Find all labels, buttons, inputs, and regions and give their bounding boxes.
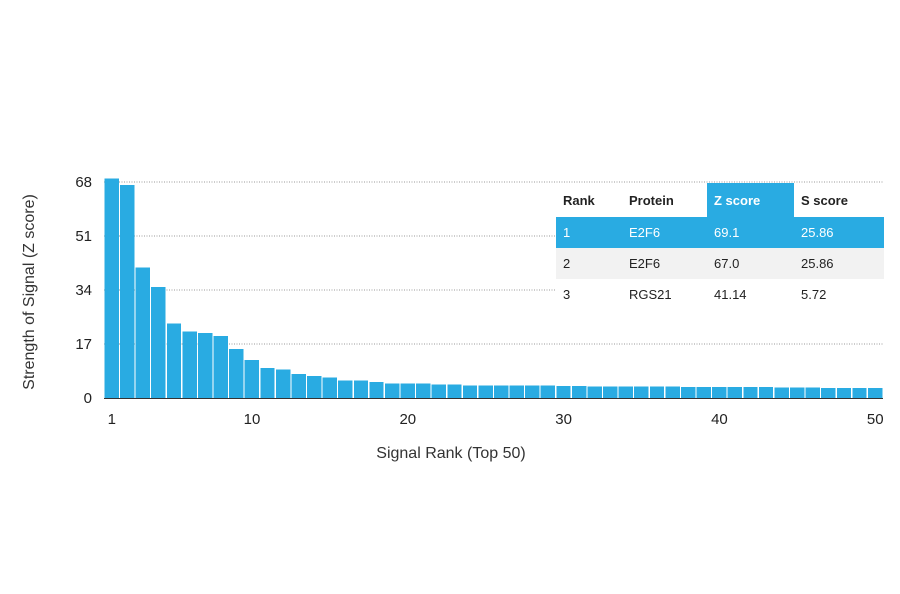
bar-rank-14 bbox=[307, 375, 322, 398]
x-tick-label-50: 50 bbox=[867, 411, 884, 428]
y-axis-title: Strength of Signal (Z score) bbox=[21, 194, 38, 390]
table-cell-r3-c4: 5.72 bbox=[801, 287, 826, 302]
y-tick-label-34: 34 bbox=[75, 282, 92, 299]
table-cell-r2-c1: 2 bbox=[563, 256, 570, 271]
bar-rank-42 bbox=[743, 387, 758, 398]
bar-rank-32 bbox=[587, 386, 602, 398]
table-row-1-bg bbox=[556, 217, 884, 248]
table-header-protein: Protein bbox=[629, 193, 674, 208]
bar-rank-38 bbox=[680, 386, 696, 398]
x-tick-label-10: 10 bbox=[244, 411, 261, 428]
bar-rank-16 bbox=[338, 380, 353, 398]
bar-rank-6 bbox=[182, 331, 197, 398]
bar-rank-21 bbox=[416, 383, 431, 398]
bar-rank-49 bbox=[852, 387, 867, 398]
bar-rank-25 bbox=[478, 385, 493, 398]
bar-rank-22 bbox=[431, 384, 447, 398]
table-cell-r2-c3: 67.0 bbox=[714, 256, 739, 271]
y-tick-label-51: 51 bbox=[75, 228, 92, 245]
bar-rank-50 bbox=[867, 388, 883, 398]
bar-rank-3 bbox=[135, 267, 151, 398]
bar-rank-9 bbox=[229, 348, 244, 398]
table-cell-r1-c4: 25.86 bbox=[801, 225, 834, 240]
bar-rank-13 bbox=[291, 374, 306, 398]
bar-rank-24 bbox=[462, 385, 478, 398]
x-tick-label-40: 40 bbox=[711, 411, 728, 428]
table-row-2-bg bbox=[556, 248, 884, 279]
table-header-s-score: S score bbox=[801, 193, 848, 208]
bar-rank-23 bbox=[447, 384, 462, 398]
y-tick-label-17: 17 bbox=[75, 336, 92, 353]
x-tick-label-30: 30 bbox=[555, 411, 572, 428]
x-axis-title: Signal Rank (Top 50) bbox=[376, 445, 525, 462]
table-cell-r1-c2: E2F6 bbox=[629, 225, 660, 240]
table-header-z-score: Z score bbox=[714, 193, 760, 208]
table-cell-r1-c1: 1 bbox=[563, 225, 570, 240]
bar-rank-5 bbox=[166, 323, 182, 398]
bar-rank-31 bbox=[571, 385, 587, 398]
bars-layer bbox=[104, 178, 883, 398]
x-tick-label-1: 1 bbox=[108, 411, 116, 428]
bar-rank-7 bbox=[197, 332, 213, 398]
bar-rank-40 bbox=[712, 386, 727, 398]
bar-rank-37 bbox=[665, 386, 680, 398]
bar-rank-36 bbox=[649, 386, 665, 398]
bar-rank-18 bbox=[369, 382, 384, 398]
bar-rank-19 bbox=[384, 383, 400, 398]
bar-rank-27 bbox=[509, 385, 524, 398]
bar-rank-4 bbox=[151, 286, 166, 398]
table-cell-r3-c1: 3 bbox=[563, 287, 570, 302]
y-tick-label-0: 0 bbox=[84, 390, 92, 407]
bar-rank-28 bbox=[525, 385, 540, 398]
x-tick-label-20: 20 bbox=[399, 411, 416, 428]
bar-rank-20 bbox=[400, 383, 415, 398]
bar-rank-30 bbox=[556, 385, 571, 398]
table-row-3-bg bbox=[556, 279, 884, 310]
bar-rank-41 bbox=[727, 387, 743, 398]
table-cell-r2-c4: 25.86 bbox=[801, 256, 834, 271]
bar-rank-11 bbox=[260, 367, 275, 398]
bar-rank-47 bbox=[821, 387, 836, 398]
table-header-rank: Rank bbox=[563, 193, 596, 208]
bar-rank-15 bbox=[322, 377, 337, 398]
bar-rank-43 bbox=[758, 387, 774, 398]
bar-rank-8 bbox=[213, 336, 228, 398]
bar-rank-17 bbox=[353, 380, 369, 398]
bar-rank-34 bbox=[618, 386, 634, 398]
table-cell-r3-c2: RGS21 bbox=[629, 287, 672, 302]
bar-rank-39 bbox=[696, 386, 711, 398]
bar-rank-45 bbox=[790, 387, 805, 398]
bar-rank-29 bbox=[540, 385, 556, 398]
table-cell-r3-c3: 41.14 bbox=[714, 287, 747, 302]
y-tick-label-68: 68 bbox=[75, 174, 92, 191]
bar-rank-12 bbox=[275, 369, 291, 398]
score-table: Rank Protein Z score S score 1 E2F6 69.1 25.86 2… bbox=[556, 183, 884, 314]
bar-rank-33 bbox=[603, 386, 618, 398]
table-cell-r2-c2: E2F6 bbox=[629, 256, 660, 271]
bar-rank-35 bbox=[634, 386, 649, 398]
bar-rank-2 bbox=[120, 185, 135, 398]
table-cell-r1-c3: 69.1 bbox=[714, 225, 739, 240]
bar-rank-48 bbox=[836, 387, 852, 398]
axis-layer: 0 17 34 51 68 1 10 20 30 40 50 bbox=[75, 174, 883, 428]
bar-rank-46 bbox=[805, 387, 820, 398]
bar-rank-44 bbox=[774, 387, 789, 398]
header-highlight bbox=[707, 183, 794, 217]
bar-rank-26 bbox=[494, 385, 509, 398]
bar-rank-1 bbox=[104, 178, 119, 398]
bar-rank-10 bbox=[244, 359, 260, 398]
